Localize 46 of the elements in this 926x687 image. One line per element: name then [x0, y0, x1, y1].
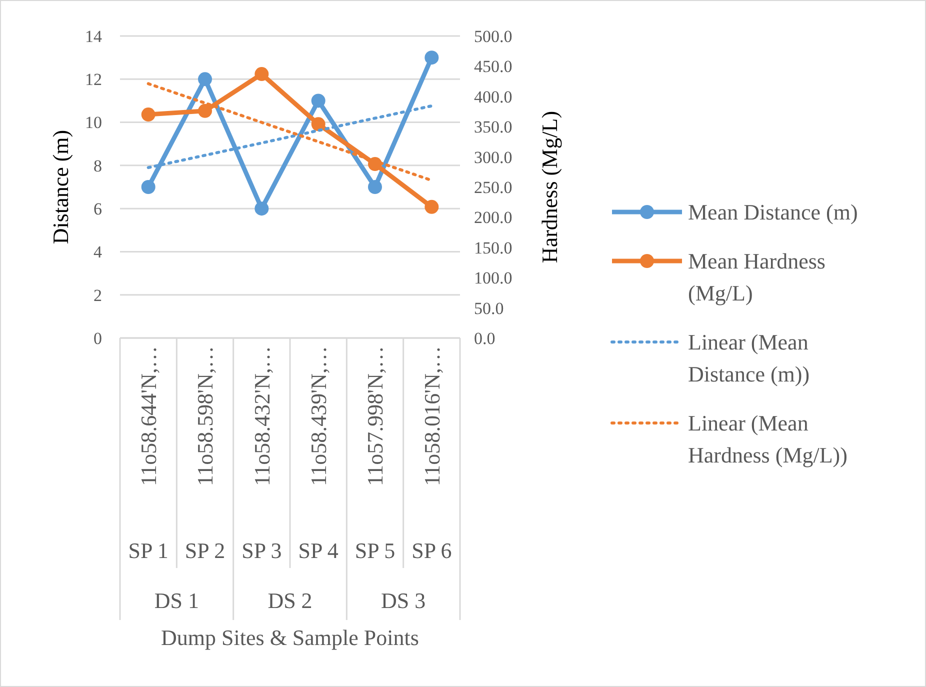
legend-label: Linear (Mean Hardness (Mg/L)) [688, 410, 848, 468]
category-label: 11o58.432'N,… SP 3 [242, 346, 282, 563]
y2-tick-label: 300.0 [474, 148, 512, 167]
y2-tick-label: 100.0 [474, 268, 512, 288]
y-tick-label: 14 [85, 26, 102, 46]
point [311, 94, 326, 108]
y-tick-label: 8 [94, 156, 102, 176]
point [368, 180, 382, 194]
legend-label: Mean Distance (m) [688, 200, 858, 225]
point [424, 200, 439, 214]
legend-label: Linear (Mean Distance (m)) [688, 330, 810, 387]
y2-tick-label: 200.0 [474, 208, 512, 228]
point [424, 50, 439, 65]
point [198, 72, 212, 86]
y2-tick-label: 350.0 [474, 118, 512, 137]
y2-tick-label: 400.0 [474, 87, 512, 106]
point [141, 108, 156, 122]
point [254, 202, 269, 216]
y-tick-label: 2 [94, 286, 102, 305]
y-tick-label: 0 [94, 328, 102, 348]
y2-tick-label: 0.0 [474, 328, 496, 348]
legend-label: Mean Hardness (Mg/L) [688, 248, 826, 306]
y2-tick-label: 250.0 [474, 178, 512, 197]
y2-tick-label: 500.0 [474, 26, 512, 46]
point [311, 117, 326, 132]
y-tick-label: 6 [94, 200, 102, 219]
y-tick-label: 4 [94, 242, 102, 262]
category-label: 11o58.644'N,… SP 1 [128, 346, 168, 563]
point [254, 67, 269, 82]
y2-tick-label: 150.0 [474, 238, 512, 258]
category-label: 11o58.016'N,… SP 6 [412, 346, 452, 563]
point [198, 104, 212, 118]
text: Dump Sites & Sample Points [161, 625, 419, 650]
y-tick-label: 10 [85, 113, 102, 132]
y-tick-label: 12 [85, 70, 102, 90]
y-axis-title: Distance (m) [48, 130, 73, 244]
text: DS 2 [268, 588, 312, 613]
y2-axis-title: Hardness (Mg/L) [537, 110, 562, 264]
text: DS 1 [154, 588, 199, 613]
category-label: 11o58.439'N,… SP 4 [298, 346, 338, 563]
text: DS 3 [381, 588, 426, 613]
y2-tick-label: 450.0 [474, 57, 512, 76]
category-label: 11o58.598'N,… SP 2 [184, 346, 226, 563]
y2-tick-label: 50.0 [474, 298, 504, 318]
category-label: 11o57.998'N,… SP 5 [354, 346, 396, 563]
point [141, 180, 156, 194]
